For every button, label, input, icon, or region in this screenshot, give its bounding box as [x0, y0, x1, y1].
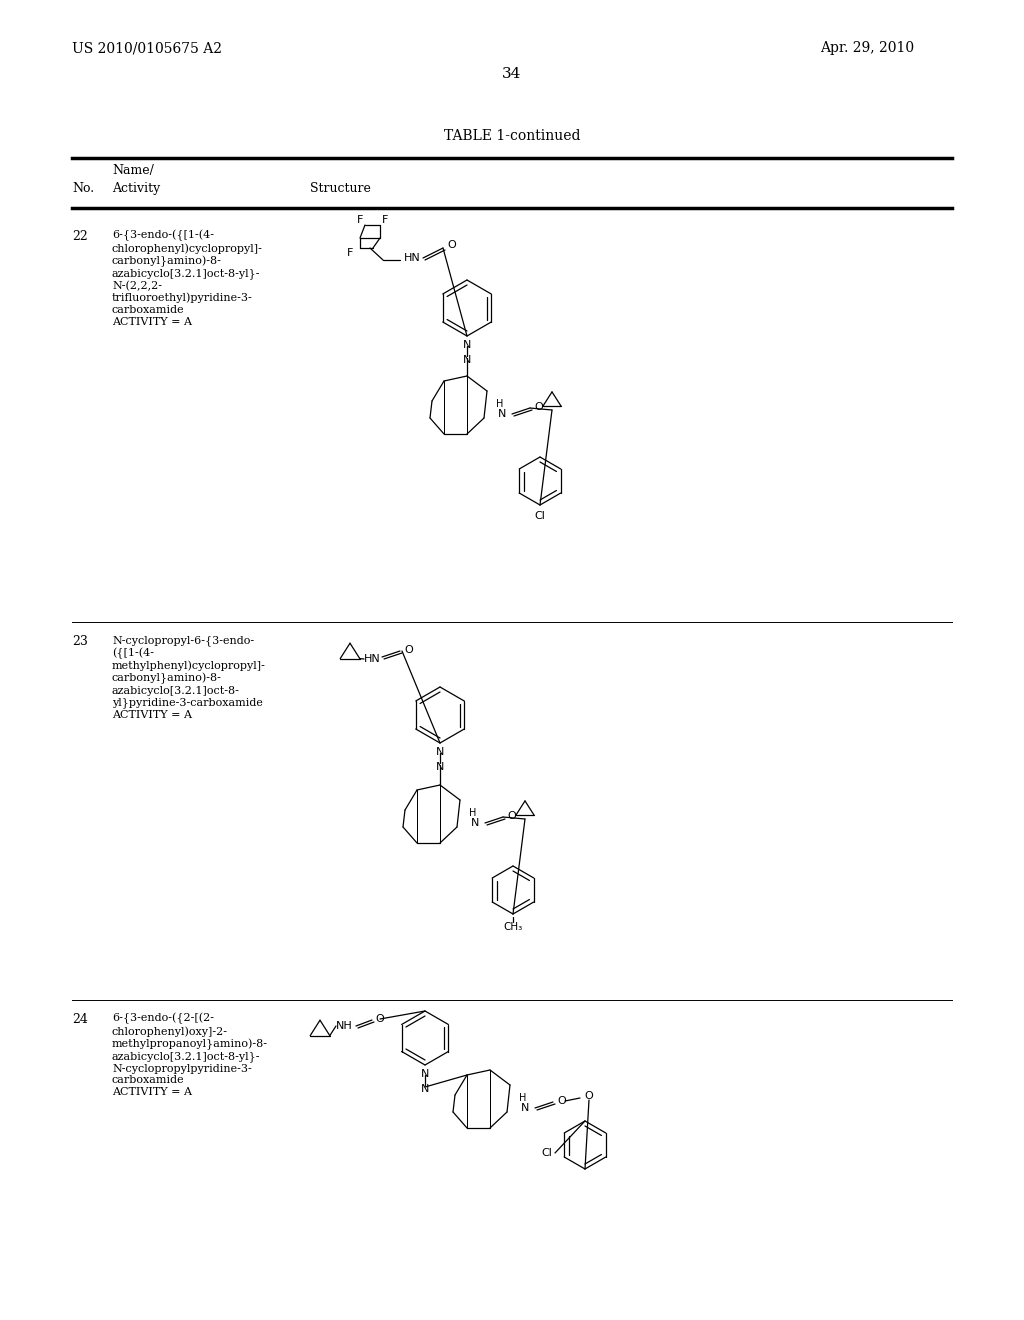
Text: Name/: Name/ — [112, 164, 154, 177]
Text: US 2010/0105675 A2: US 2010/0105675 A2 — [72, 41, 222, 55]
Text: O: O — [585, 1092, 593, 1101]
Text: NH: NH — [336, 1020, 352, 1031]
Text: F: F — [347, 248, 353, 257]
Text: Cl: Cl — [542, 1148, 552, 1158]
Text: O: O — [508, 810, 516, 821]
Text: 24: 24 — [72, 1012, 88, 1026]
Text: O: O — [376, 1014, 384, 1024]
Text: H: H — [469, 808, 477, 818]
Text: N: N — [421, 1069, 429, 1078]
Text: N-cyclopropyl-6-{3-endo-
({[1-(4-
methylphenyl)cyclopropyl]-
carbonyl}amino)-8-
: N-cyclopropyl-6-{3-endo- ({[1-(4- methyl… — [112, 635, 266, 719]
Text: N: N — [521, 1104, 529, 1113]
Text: Activity: Activity — [112, 182, 160, 195]
Text: Apr. 29, 2010: Apr. 29, 2010 — [820, 41, 914, 55]
Text: 6-{3-endo-({2-[(2-
chlorophenyl)oxy]-2-
methylpropanoyl}amino)-8-
azabicyclo[3.2: 6-{3-endo-({2-[(2- chlorophenyl)oxy]-2- … — [112, 1012, 268, 1097]
Text: O: O — [404, 645, 414, 655]
Text: CH₃: CH₃ — [504, 921, 522, 932]
Text: N: N — [436, 747, 444, 756]
Text: O: O — [447, 240, 457, 249]
Text: O: O — [535, 403, 544, 412]
Text: 22: 22 — [72, 230, 88, 243]
Text: N: N — [463, 341, 471, 350]
Text: N: N — [421, 1084, 429, 1094]
Text: N: N — [498, 409, 506, 418]
Text: 23: 23 — [72, 635, 88, 648]
Text: TABLE 1-continued: TABLE 1-continued — [443, 129, 581, 143]
Text: F: F — [356, 215, 364, 224]
Text: HN: HN — [364, 653, 380, 664]
Text: Cl: Cl — [535, 511, 546, 521]
Text: N: N — [436, 762, 444, 772]
Text: F: F — [382, 215, 388, 224]
Text: 6-{3-endo-({[1-(4-
chlorophenyl)cyclopropyl]-
carbonyl}amino)-8-
azabicyclo[3.2.: 6-{3-endo-({[1-(4- chlorophenyl)cyclopro… — [112, 230, 263, 326]
Text: HN: HN — [403, 253, 421, 263]
Text: Structure: Structure — [310, 182, 371, 195]
Text: H: H — [497, 399, 504, 409]
Text: N: N — [471, 818, 479, 828]
Text: O: O — [558, 1096, 566, 1106]
Text: 34: 34 — [503, 67, 521, 81]
Text: N: N — [463, 355, 471, 366]
Text: H: H — [519, 1093, 526, 1104]
Text: No.: No. — [72, 182, 94, 195]
